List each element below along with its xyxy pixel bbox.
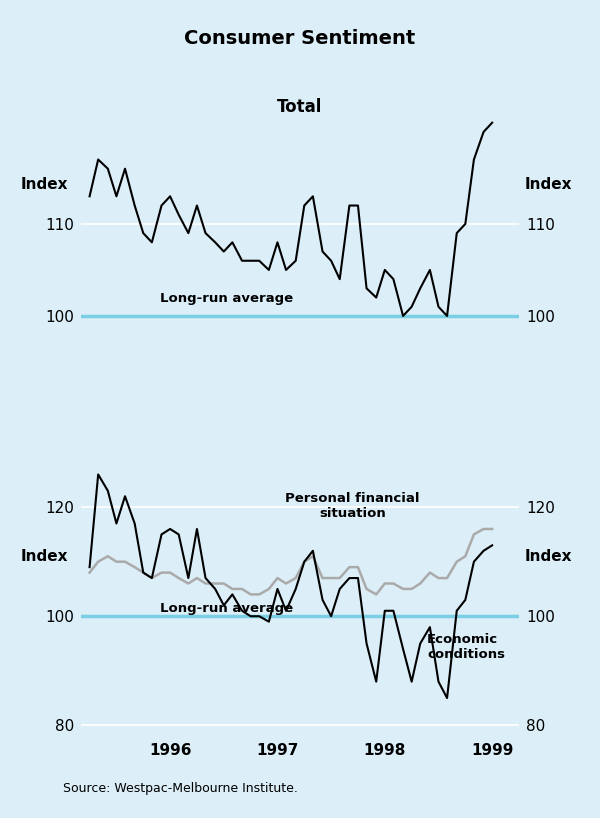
Text: Source: Westpac-Melbourne Institute.: Source: Westpac-Melbourne Institute.	[63, 782, 298, 795]
Text: Index: Index	[525, 177, 572, 191]
Text: Personal financial
situation: Personal financial situation	[286, 492, 420, 519]
Text: Long-run average: Long-run average	[160, 602, 293, 615]
Text: Economic
conditions: Economic conditions	[427, 633, 505, 661]
Text: Consumer Sentiment: Consumer Sentiment	[184, 29, 416, 47]
Text: Total: Total	[277, 97, 323, 115]
Text: Index: Index	[21, 177, 68, 191]
Text: Index: Index	[525, 549, 572, 564]
Text: Long-run average: Long-run average	[160, 292, 293, 305]
Text: Index: Index	[21, 549, 68, 564]
